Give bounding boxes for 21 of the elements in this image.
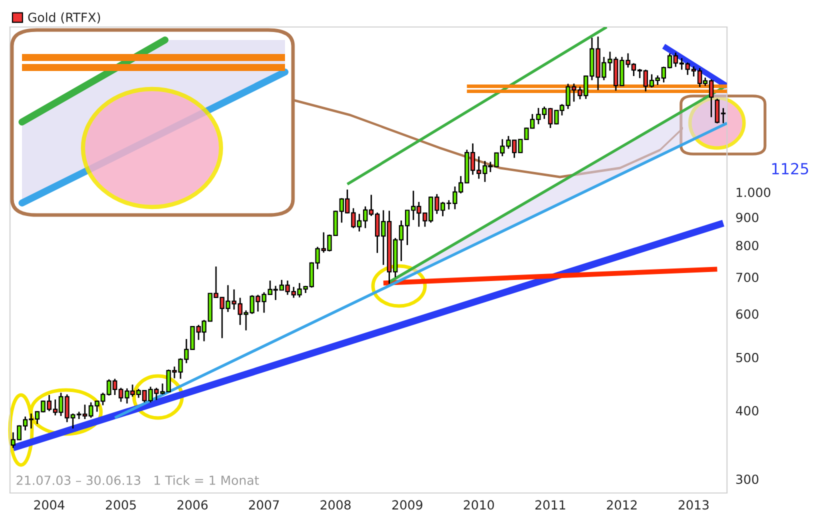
x-tick-label: 2005 bbox=[106, 500, 136, 510]
y-tick-label: 300 bbox=[736, 474, 758, 484]
x-tick-label: 2013 bbox=[678, 500, 709, 510]
y-tick-label: 1.000 bbox=[736, 188, 770, 198]
x-tick-label: 2006 bbox=[177, 500, 208, 510]
x-tick-label: 2008 bbox=[320, 500, 351, 510]
x-tick-label: 2009 bbox=[392, 500, 422, 510]
x-tick-label: 2011 bbox=[535, 500, 566, 510]
x-tick-label: 2004 bbox=[34, 500, 64, 510]
x-tick-label: 2012 bbox=[606, 500, 637, 510]
y-tick-label: 500 bbox=[736, 352, 758, 362]
y-tick-label: 400 bbox=[736, 406, 758, 416]
y-tick-label: 700 bbox=[736, 272, 758, 282]
x-tick-label: 2007 bbox=[249, 500, 279, 510]
annotation: 21.07.03 – 30.06.13 1 Tick = 1 Monat bbox=[16, 475, 259, 485]
x-tick-label: 2010 bbox=[464, 500, 494, 510]
text: 1125 bbox=[772, 162, 808, 174]
y-tick-label: 900 bbox=[736, 212, 758, 222]
y-tick-label: 800 bbox=[736, 240, 758, 250]
legend-label: Gold (RTFX) bbox=[28, 12, 100, 24]
y-tick-label: 600 bbox=[736, 309, 758, 319]
